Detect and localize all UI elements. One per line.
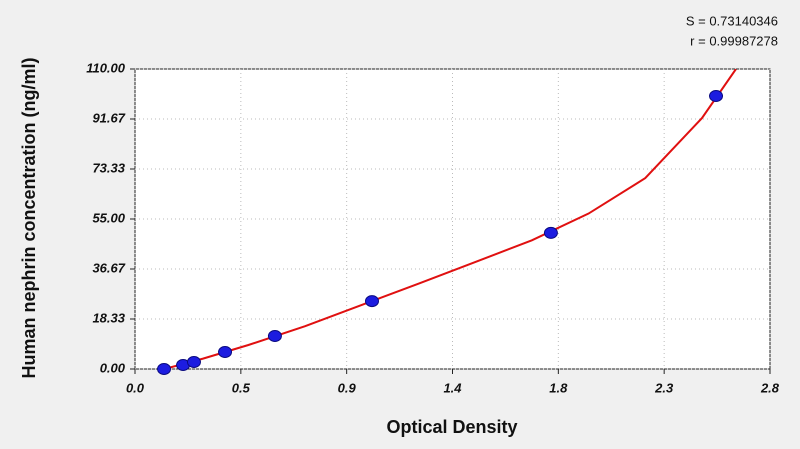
y-tick-label: 73.33 <box>92 160 125 175</box>
data-point <box>186 355 201 368</box>
x-tick-label: 1.4 <box>443 380 462 395</box>
x-tick-label: 0.0 <box>126 380 145 395</box>
x-tick-label: 0.9 <box>338 380 357 395</box>
x-tick-label: 2.3 <box>654 380 674 395</box>
y-tick-label: 0.00 <box>100 360 126 375</box>
x-axis-title: Optical Density <box>386 417 517 437</box>
x-tick-label: 2.8 <box>760 380 780 395</box>
data-point <box>709 90 724 102</box>
y-tick-label: 91.67 <box>92 110 125 125</box>
y-tick-label: 18.33 <box>92 310 125 325</box>
plot-area <box>134 68 771 370</box>
y-tick-label: 110.00 <box>86 60 126 75</box>
data-point <box>267 330 282 342</box>
y-axis-title: Human nephrin concentration (ng/ml) <box>19 57 39 378</box>
y-tick-label: 55.00 <box>92 210 125 225</box>
marks <box>164 69 737 369</box>
x-tick-label: 1.8 <box>549 380 568 395</box>
annotation: r = 0.99987278 <box>690 33 778 48</box>
x-tick-label: 0.5 <box>232 380 251 395</box>
data-point <box>157 363 172 375</box>
data-point <box>218 346 233 359</box>
annotation: S = 0.73140346 <box>686 13 778 28</box>
data-point <box>364 295 379 308</box>
data-point <box>543 226 558 239</box>
fit-curve <box>164 69 737 369</box>
y-tick-label: 36.67 <box>92 260 125 275</box>
